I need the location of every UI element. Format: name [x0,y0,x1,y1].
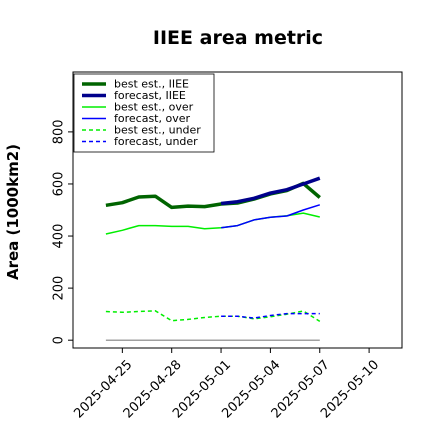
legend-box [73,73,215,153]
series-layer [105,176,321,341]
series-line-3 [221,204,321,229]
chart-title: IIEE area metric [153,27,323,49]
legend-label: forecast, over [114,112,190,125]
legend-label: best est., over [114,101,194,114]
y-tick-label: 0 [52,336,67,344]
legend-label: forecast, IIEE [114,89,186,102]
legend-label: forecast, under [114,135,198,148]
y-tick-label: 600 [52,172,67,197]
x-ticks: 2025-04-252025-04-282025-05-012025-05-04… [71,348,382,421]
legend-label: best est., IIEE [114,78,189,91]
y-tick-label: 800 [52,119,67,144]
series-line-0 [105,181,321,210]
legend-label: best est., under [114,124,201,137]
y-ticks: 0 200 400 600 800 [52,119,73,344]
y-tick-label: 400 [52,224,67,249]
series-line-1 [220,176,321,206]
y-axis-label: Area (1000km2) [4,144,22,280]
y-tick-label: 200 [52,276,67,301]
plot-frame [72,71,403,349]
series-line-4 [105,310,321,323]
series-line-5 [221,312,320,319]
